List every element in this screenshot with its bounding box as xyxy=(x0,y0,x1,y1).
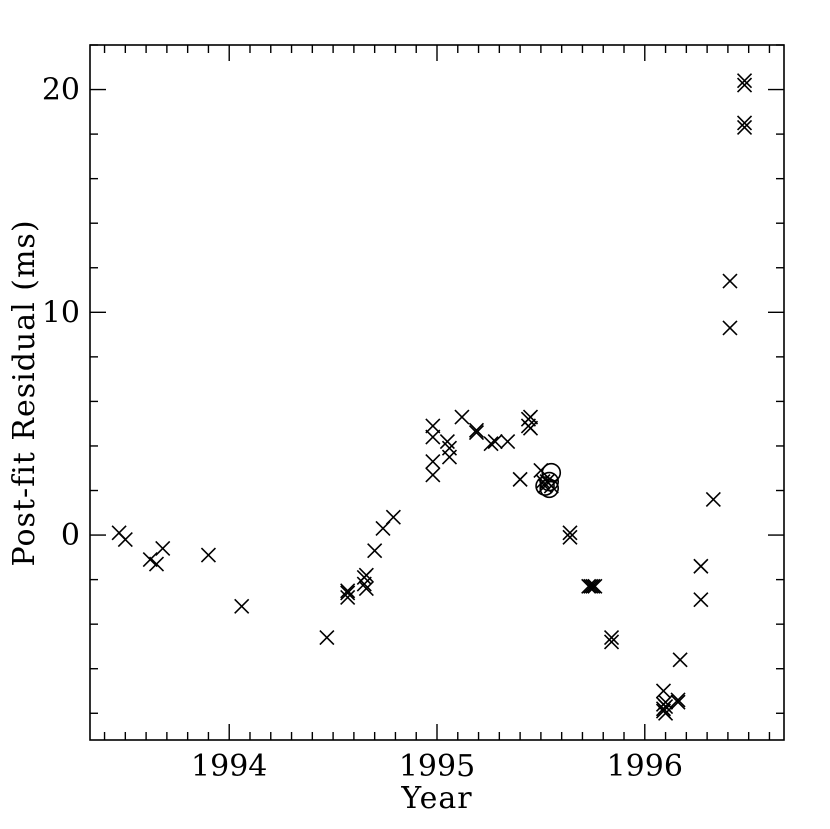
data-point-x xyxy=(155,540,171,556)
data-point-x xyxy=(512,471,528,487)
x-axis-label: Year xyxy=(400,781,472,816)
x-tick-label-1994: 1994 xyxy=(191,749,267,784)
data-point-x xyxy=(142,552,158,568)
data-point-x xyxy=(356,576,372,592)
data-point-x xyxy=(522,409,539,425)
y-tick-labels: 0 10 20 xyxy=(42,73,80,554)
axis-ticks xyxy=(90,44,784,740)
data-point-x xyxy=(340,583,356,599)
data-point-x xyxy=(657,694,674,710)
data-point-x xyxy=(581,578,597,594)
data-point-x xyxy=(736,119,753,135)
data-point-x xyxy=(722,273,738,289)
data-point-circle xyxy=(539,478,560,499)
data-point-x xyxy=(117,531,133,548)
data-marks xyxy=(111,73,753,721)
data-point-x xyxy=(385,509,401,525)
data-point-x xyxy=(425,467,441,483)
x-tick-label-1996: 1996 xyxy=(607,749,683,784)
data-point-x xyxy=(500,433,516,450)
plot-frame xyxy=(89,44,785,741)
data-point-circle xyxy=(541,462,562,483)
data-point-x xyxy=(585,578,601,594)
x-tick-label-1995: 1995 xyxy=(399,749,475,784)
data-point-x xyxy=(522,420,539,436)
data-point-x xyxy=(468,422,485,438)
data-point-x xyxy=(657,699,674,715)
y-tick-label-0: 0 xyxy=(61,518,80,553)
data-point-circle xyxy=(539,471,560,492)
data-point-x xyxy=(603,634,620,650)
data-point-x xyxy=(234,598,250,614)
data-point-x xyxy=(340,589,356,606)
data-point-x xyxy=(454,409,470,425)
data-point-x xyxy=(358,580,374,597)
data-point-x xyxy=(736,77,753,93)
data-point-x xyxy=(487,433,503,450)
data-point-circle xyxy=(535,476,555,496)
data-point-x xyxy=(672,652,688,668)
data-point-x xyxy=(425,429,441,445)
data-point-x xyxy=(358,567,374,583)
data-point-x xyxy=(425,453,441,470)
data-point-x xyxy=(583,578,599,594)
data-point-x xyxy=(148,556,165,572)
data-point-x xyxy=(693,592,709,608)
data-point-x xyxy=(340,585,356,601)
data-point-x xyxy=(483,436,499,452)
data-point-x xyxy=(319,629,335,646)
data-point-x xyxy=(200,547,217,563)
data-point-x xyxy=(736,115,753,131)
y-axis-label: Post-fit Residual (ms) xyxy=(7,219,42,566)
data-point-x xyxy=(722,320,738,336)
data-point-x xyxy=(693,558,709,574)
data-point-x xyxy=(425,418,441,434)
data-point-x xyxy=(468,425,485,441)
data-point-x xyxy=(670,694,686,710)
x-tick-labels: 1994 1995 1996 xyxy=(191,749,683,784)
data-point-x xyxy=(562,529,578,545)
data-point-x xyxy=(657,705,674,721)
data-point-x xyxy=(441,449,458,465)
y-tick-label-10: 10 xyxy=(42,295,80,330)
data-point-x xyxy=(603,629,620,646)
data-point-x xyxy=(367,543,383,559)
data-point-x xyxy=(736,73,753,89)
y-tick-label-20: 20 xyxy=(42,73,80,108)
data-point-x xyxy=(670,692,686,708)
data-point-x xyxy=(587,578,603,594)
data-point-x xyxy=(562,525,578,541)
data-point-x xyxy=(705,491,721,507)
